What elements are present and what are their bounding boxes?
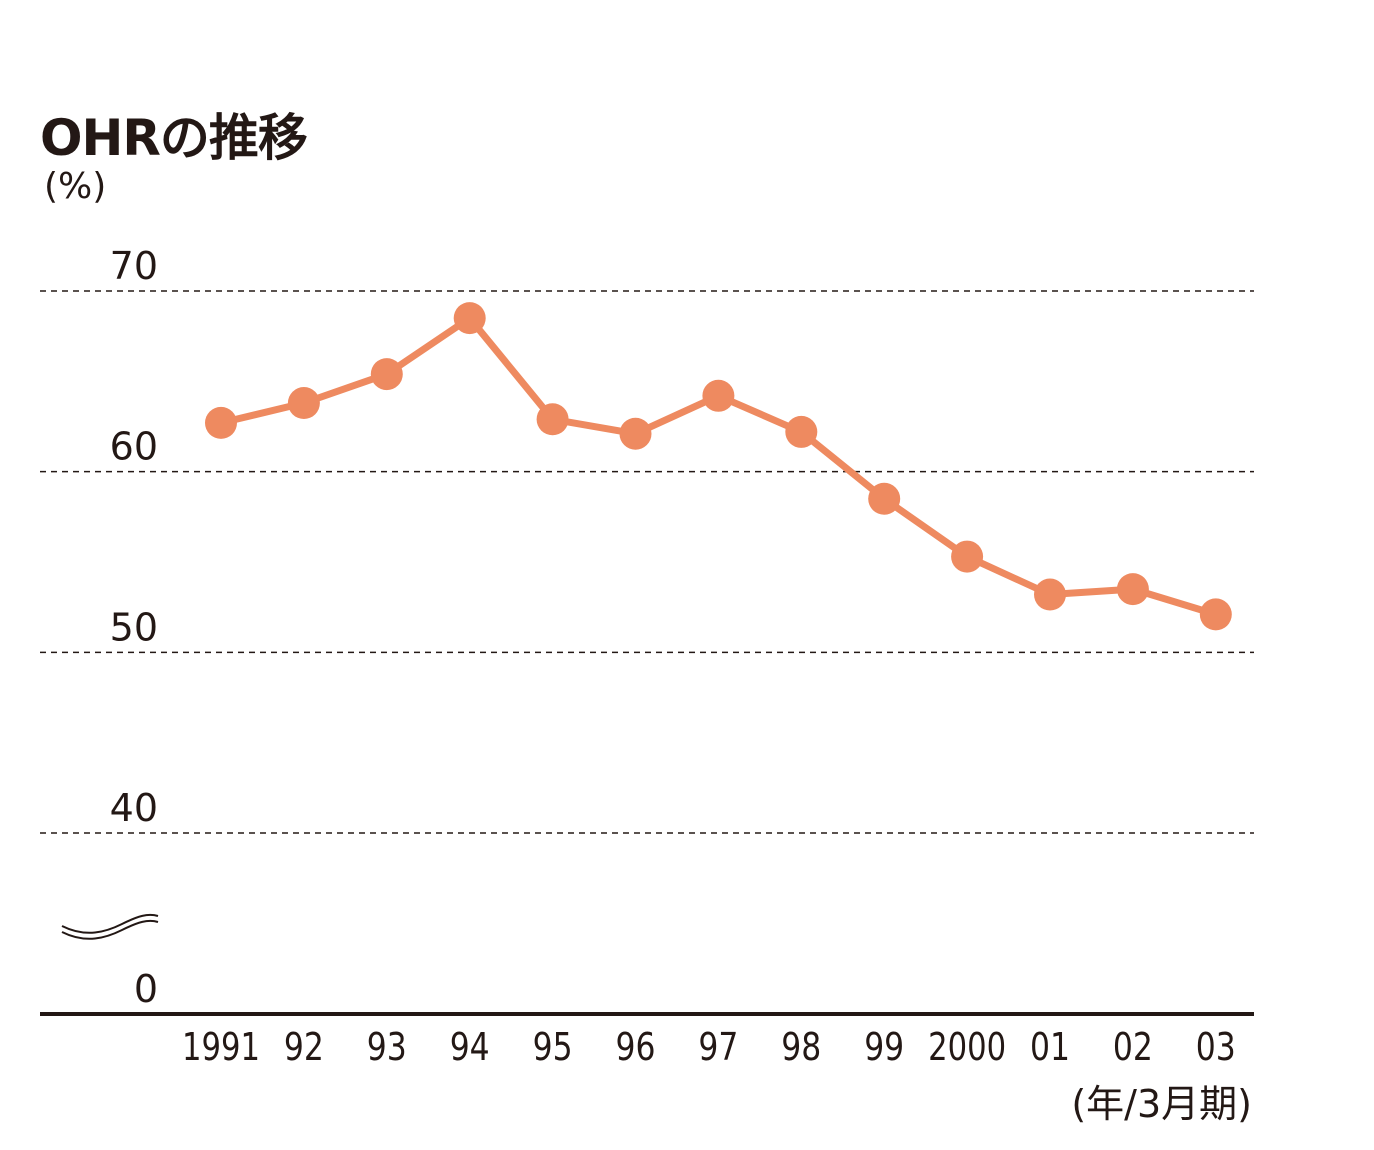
chart-title: OHRの推移 (40, 109, 308, 167)
data-point-97 (702, 379, 735, 412)
x-tick-label: 95 (533, 1025, 573, 1069)
x-tick-label: 93 (367, 1025, 407, 1069)
x-tick-label: 1991 (182, 1025, 260, 1069)
data-point-1991 (205, 406, 237, 439)
y-tick-labels: 0 40 50 60 70 (110, 244, 158, 1011)
series-layer (205, 302, 1232, 631)
data-point-95 (536, 403, 569, 436)
x-tick-label: 98 (781, 1025, 821, 1069)
data-point-02 (1116, 573, 1149, 606)
x-axis-unit-label: (年/3月期) (1071, 1082, 1252, 1126)
y-tick-label: 70 (110, 244, 158, 288)
y-tick-label: 0 (134, 967, 158, 1011)
x-tick-label: 92 (284, 1025, 324, 1069)
data-point-94 (453, 302, 486, 335)
x-tick-label: 99 (864, 1025, 904, 1069)
data-point-2000 (951, 540, 984, 573)
axis-break-symbol (61, 913, 159, 940)
data-point-98 (785, 415, 818, 448)
x-tick-label: 2000 (928, 1025, 1006, 1069)
x-tick-label: 94 (450, 1025, 490, 1069)
x-tick-label: 96 (616, 1025, 656, 1069)
data-point-99 (868, 482, 901, 515)
x-tick-label: 02 (1113, 1025, 1153, 1069)
x-tick-labels: 1991 92 93 94 95 96 97 98 99 2000 01 02 03 (182, 1025, 1236, 1069)
y-tick-label: 40 (110, 786, 158, 830)
data-point-96 (619, 417, 652, 450)
y-tick-label: 50 (110, 605, 158, 649)
x-tick-label: 97 (698, 1025, 738, 1069)
data-point-92 (287, 387, 320, 420)
x-tick-label: 03 (1196, 1025, 1236, 1069)
x-tick-label: 01 (1030, 1025, 1070, 1069)
grid-lines (40, 290, 1254, 834)
y-axis-unit-label: (%) (44, 166, 107, 207)
data-point-93 (370, 358, 403, 391)
axis-break-wave-1 (61, 913, 159, 934)
data-point-03 (1199, 598, 1232, 631)
axis-break-wave-2 (61, 919, 159, 940)
data-point-01 (1034, 578, 1066, 611)
series-line (217, 314, 1220, 618)
y-tick-label: 60 (110, 425, 158, 469)
